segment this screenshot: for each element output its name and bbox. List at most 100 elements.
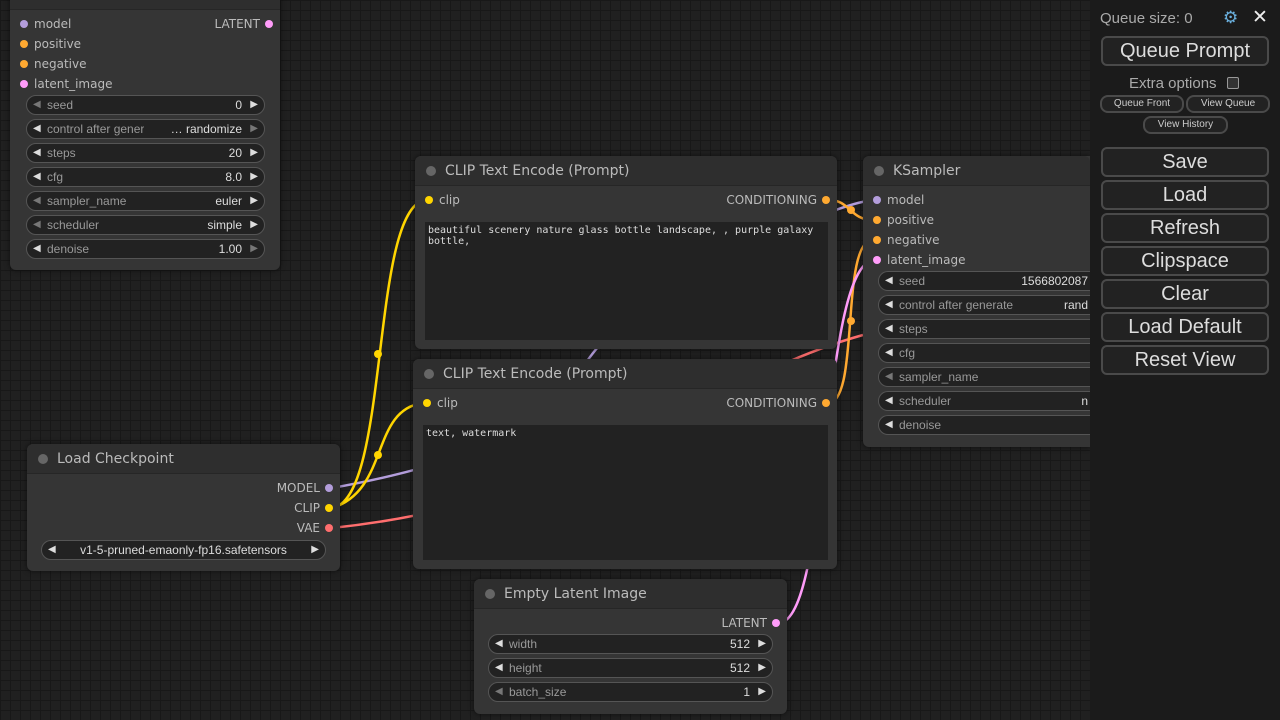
arrow-left-icon[interactable]: ◀ bbox=[48, 544, 56, 555]
arrow-left-icon[interactable]: ◀ bbox=[33, 171, 41, 182]
ksampler-node[interactable]: KSampler model positive negative latent_… bbox=[863, 156, 1090, 447]
arrow-left-icon[interactable]: ◀ bbox=[885, 299, 893, 310]
input-latent-image[interactable]: latent_image bbox=[867, 250, 965, 270]
widget-value: 8.0 bbox=[225, 170, 242, 184]
input-positive[interactable]: positive bbox=[14, 34, 81, 54]
node-title[interactable] bbox=[10, 0, 280, 10]
arrow-left-icon[interactable]: ◀ bbox=[885, 275, 893, 286]
input-clip[interactable]: clip bbox=[419, 190, 460, 210]
ksampler-node-left[interactable]: model positive negative latent_image LAT… bbox=[10, 0, 280, 270]
widget-control-after-generate[interactable]: ◀ control after generate rand bbox=[878, 295, 1090, 315]
widget-seed[interactable]: ◀ seed 1566802087 bbox=[878, 271, 1090, 291]
widget-sampler-name[interactable]: ◀ sampler_name euler ▶ bbox=[26, 191, 265, 211]
node-title[interactable]: KSampler bbox=[863, 156, 1090, 186]
input-positive[interactable]: positive bbox=[867, 210, 934, 230]
save-button[interactable]: Save bbox=[1101, 147, 1269, 177]
arrow-left-icon[interactable]: ◀ bbox=[885, 371, 893, 382]
collapse-dot[interactable] bbox=[38, 454, 48, 464]
node-title[interactable]: CLIP Text Encode (Prompt) bbox=[413, 359, 837, 389]
empty-latent-image-node[interactable]: Empty Latent Image LATENT ◀ width 512 ▶ ◀ hei… bbox=[474, 579, 787, 714]
extra-options-checkbox[interactable] bbox=[1227, 77, 1239, 89]
clip-text-encode-positive[interactable]: CLIP Text Encode (Prompt) clip CONDITION… bbox=[415, 156, 837, 349]
arrow-left-icon[interactable]: ◀ bbox=[495, 638, 503, 649]
widget-steps[interactable]: ◀ steps 20 ▶ bbox=[26, 143, 265, 163]
arrow-left-icon[interactable]: ◀ bbox=[33, 219, 41, 230]
input-negative[interactable]: negative bbox=[14, 54, 86, 74]
widget-label: steps bbox=[899, 322, 928, 336]
widget-denoise[interactable]: ◀ denoise 1.00 ▶ bbox=[26, 239, 265, 259]
collapse-dot[interactable] bbox=[485, 589, 495, 599]
input-model[interactable]: model bbox=[14, 14, 71, 34]
load-checkpoint-node[interactable]: Load Checkpoint MODEL CLIP VAE ◀ v1-5-pru… bbox=[27, 444, 340, 571]
node-title[interactable]: Empty Latent Image bbox=[474, 579, 787, 609]
gear-icon[interactable]: ⚙ bbox=[1223, 8, 1239, 28]
clipspace-button[interactable]: Clipspace bbox=[1101, 246, 1269, 276]
prompt-textarea[interactable] bbox=[423, 425, 828, 560]
widget-control-after-gener[interactable]: ◀ control after gener … randomize ▶ bbox=[26, 119, 265, 139]
arrow-left-icon[interactable]: ◀ bbox=[885, 347, 893, 358]
arrow-right-icon[interactable]: ▶ bbox=[758, 662, 766, 673]
widget-width[interactable]: ◀ width 512 ▶ bbox=[488, 634, 773, 654]
refresh-button[interactable]: Refresh bbox=[1101, 213, 1269, 243]
load-default-button[interactable]: Load Default bbox=[1101, 312, 1269, 342]
collapse-dot[interactable] bbox=[426, 166, 436, 176]
load-button[interactable]: Load bbox=[1101, 180, 1269, 210]
widget-sampler-name[interactable]: ◀ sampler_name bbox=[878, 367, 1090, 387]
widget-batch-size[interactable]: ◀ batch_size 1 ▶ bbox=[488, 682, 773, 702]
output-vae[interactable]: VAE bbox=[297, 518, 338, 538]
output-conditioning[interactable]: CONDITIONING bbox=[726, 393, 835, 413]
arrow-left-icon[interactable]: ◀ bbox=[33, 195, 41, 206]
widget-value: 1.00 bbox=[218, 242, 242, 256]
arrow-right-icon[interactable]: ▶ bbox=[250, 123, 258, 134]
prompt-textarea[interactable] bbox=[425, 222, 828, 340]
output-latent[interactable]: LATENT bbox=[215, 14, 278, 34]
collapse-dot[interactable] bbox=[874, 166, 884, 176]
output-model[interactable]: MODEL bbox=[277, 478, 338, 498]
arrow-left-icon[interactable]: ◀ bbox=[33, 147, 41, 158]
arrow-left-icon[interactable]: ◀ bbox=[33, 99, 41, 110]
arrow-left-icon[interactable]: ◀ bbox=[885, 419, 893, 430]
widget-scheduler[interactable]: ◀ scheduler simple ▶ bbox=[26, 215, 265, 235]
widget-cfg[interactable]: ◀ cfg bbox=[878, 343, 1090, 363]
clip-text-encode-negative[interactable]: CLIP Text Encode (Prompt) clip CONDITION… bbox=[413, 359, 837, 569]
close-icon[interactable]: ✕ bbox=[1252, 6, 1268, 28]
arrow-right-icon[interactable]: ▶ bbox=[250, 219, 258, 230]
reset-view-button[interactable]: Reset View bbox=[1101, 345, 1269, 375]
input-model[interactable]: model bbox=[867, 190, 924, 210]
queue-prompt-button[interactable]: Queue Prompt bbox=[1101, 36, 1269, 66]
arrow-right-icon[interactable]: ▶ bbox=[758, 638, 766, 649]
widget-height[interactable]: ◀ height 512 ▶ bbox=[488, 658, 773, 678]
input-negative[interactable]: negative bbox=[867, 230, 939, 250]
collapse-dot[interactable] bbox=[424, 369, 434, 379]
arrow-left-icon[interactable]: ◀ bbox=[495, 686, 503, 697]
input-latent-image[interactable]: latent_image bbox=[14, 74, 112, 94]
arrow-right-icon[interactable]: ▶ bbox=[250, 195, 258, 206]
arrow-right-icon[interactable]: ▶ bbox=[311, 544, 319, 555]
widget-denoise[interactable]: ◀ denoise bbox=[878, 415, 1090, 435]
arrow-right-icon[interactable]: ▶ bbox=[758, 686, 766, 697]
arrow-right-icon[interactable]: ▶ bbox=[250, 243, 258, 254]
clear-button[interactable]: Clear bbox=[1101, 279, 1269, 309]
arrow-left-icon[interactable]: ◀ bbox=[33, 123, 41, 134]
queue-front-button[interactable]: Queue Front bbox=[1100, 95, 1184, 113]
arrow-right-icon[interactable]: ▶ bbox=[250, 99, 258, 110]
widget-steps[interactable]: ◀ steps bbox=[878, 319, 1090, 339]
widget-scheduler[interactable]: ◀ scheduler n bbox=[878, 391, 1090, 411]
output-conditioning[interactable]: CONDITIONING bbox=[726, 190, 835, 210]
node-title[interactable]: Load Checkpoint bbox=[27, 444, 340, 474]
output-latent[interactable]: LATENT bbox=[722, 613, 785, 633]
arrow-right-icon[interactable]: ▶ bbox=[250, 171, 258, 182]
view-history-button[interactable]: View History bbox=[1143, 116, 1228, 134]
input-clip[interactable]: clip bbox=[417, 393, 458, 413]
arrow-left-icon[interactable]: ◀ bbox=[885, 323, 893, 334]
arrow-left-icon[interactable]: ◀ bbox=[495, 662, 503, 673]
arrow-left-icon[interactable]: ◀ bbox=[885, 395, 893, 406]
output-clip[interactable]: CLIP bbox=[294, 498, 338, 518]
widget-cfg[interactable]: ◀ cfg 8.0 ▶ bbox=[26, 167, 265, 187]
ckpt-name-combo[interactable]: ◀ v1-5-pruned-emaonly-fp16.safetensors ▶ bbox=[41, 540, 326, 560]
widget-seed[interactable]: ◀ seed 0 ▶ bbox=[26, 95, 265, 115]
node-title[interactable]: CLIP Text Encode (Prompt) bbox=[415, 156, 837, 186]
view-queue-button[interactable]: View Queue bbox=[1186, 95, 1270, 113]
arrow-right-icon[interactable]: ▶ bbox=[250, 147, 258, 158]
arrow-left-icon[interactable]: ◀ bbox=[33, 243, 41, 254]
